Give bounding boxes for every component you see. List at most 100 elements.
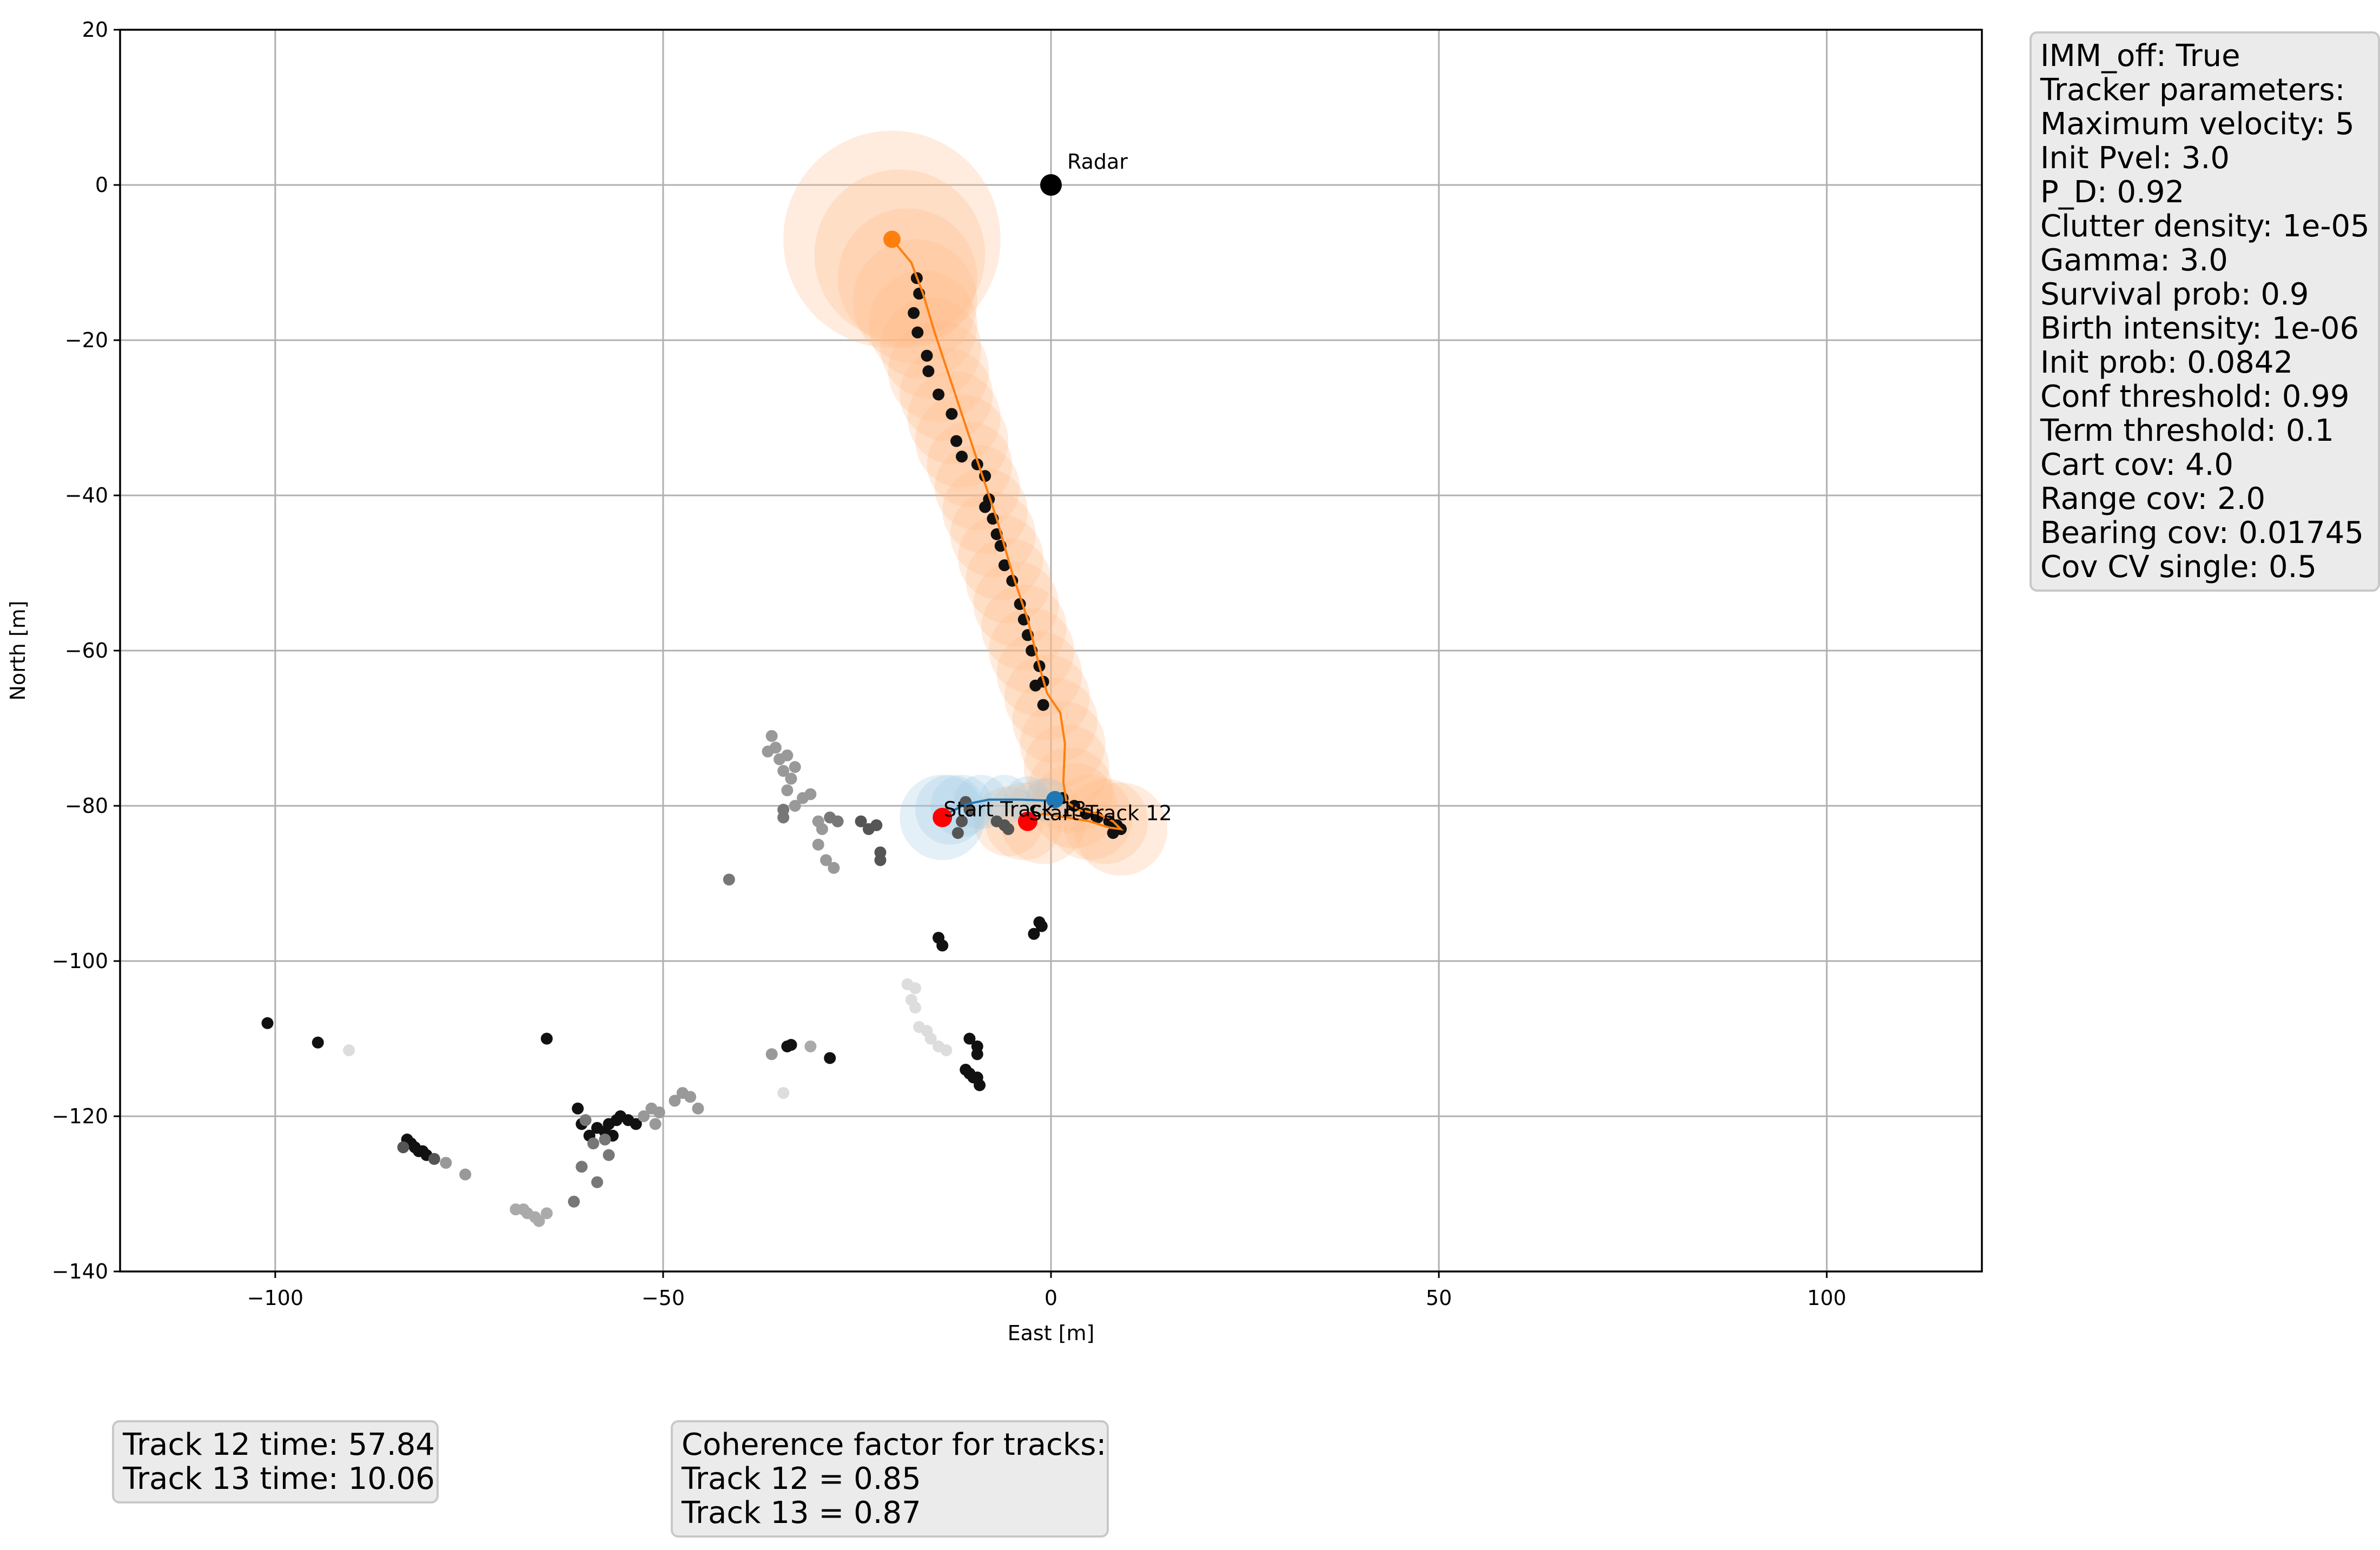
detection-point	[922, 365, 935, 377]
y-tick-label: −140	[52, 1260, 108, 1283]
y-tick-label: 20	[82, 18, 108, 42]
detection-point	[591, 1176, 604, 1188]
track-12-covariance-ellipse	[1012, 678, 1098, 764]
track-12-covariance-ellipse	[934, 445, 1020, 531]
detection-point	[831, 815, 844, 827]
radar-marker	[1040, 174, 1062, 196]
detection-point	[874, 854, 887, 866]
y-tick-label: −120	[52, 1104, 108, 1128]
detection-point	[824, 1052, 836, 1064]
x-ticks: −100 −50 0 50 100	[247, 1271, 1847, 1310]
detection-point	[789, 761, 801, 773]
track-13-covariance-ellipse	[915, 774, 986, 845]
track-13-end-marker	[1046, 791, 1064, 809]
y-ticks: 20 0 −20 −40 −60 −80 −100 −120 −140	[52, 18, 120, 1283]
detection-point	[936, 939, 949, 952]
detection-point	[630, 1118, 642, 1130]
parameter-line: Tracker parameters:	[2040, 72, 2345, 108]
detection-point	[669, 1095, 681, 1107]
track-12-covariance-ellipse	[853, 239, 977, 363]
parameter-line: Clutter density: 1e-05	[2040, 209, 2370, 244]
track-12-covariance-ellipse	[888, 321, 989, 422]
detection-point	[397, 1141, 409, 1154]
detection-point	[599, 1134, 611, 1146]
track-12-covariance-ellipse	[996, 631, 1082, 717]
parameter-line: P_D: 0.92	[2040, 175, 2185, 210]
y-axis-label: North [m]	[6, 600, 30, 700]
detection-point	[540, 1032, 553, 1045]
detection-point	[908, 307, 920, 319]
detection-point	[816, 823, 828, 836]
track-12-covariance-ellipse	[837, 208, 977, 348]
detection-point	[963, 1032, 976, 1045]
detection-point	[781, 784, 794, 797]
track-12-covariance-ellipse	[1020, 701, 1106, 787]
detection-point	[312, 1036, 324, 1049]
track-markers	[883, 230, 1064, 831]
detection-point	[576, 1161, 588, 1173]
detection-point	[855, 815, 867, 827]
x-tick-label: 50	[1426, 1286, 1452, 1310]
detection-point	[1029, 679, 1042, 692]
detection-point	[979, 501, 991, 513]
detection-point	[956, 815, 968, 827]
track-time-line: Track 13 time: 10.06	[123, 1461, 435, 1496]
detection-point	[1035, 920, 1048, 932]
detection-point	[909, 982, 922, 995]
detection-point	[533, 1215, 545, 1227]
detection-point	[567, 1195, 580, 1208]
detections	[261, 272, 1127, 1227]
coherence-line: Coherence factor for tracks:	[682, 1427, 1107, 1462]
coherence-factor-box: Coherence factor for tracks: Track 12 = 0…	[671, 1420, 1109, 1538]
detection-point	[862, 823, 875, 836]
parameter-line: Birth intensity: 1e-06	[2040, 311, 2359, 346]
parameter-line: Gamma: 3.0	[2040, 243, 2228, 278]
y-tick-label: −80	[65, 794, 108, 818]
x-axis-label: East [m]	[1008, 1321, 1095, 1345]
parameter-line: Cart cov: 4.0	[2040, 447, 2234, 482]
detection-point	[603, 1149, 615, 1161]
detection-point	[804, 788, 817, 800]
detection-point	[1037, 699, 1049, 711]
detection-point	[956, 451, 968, 463]
detection-point	[828, 862, 840, 874]
parameter-line: Survival prob: 0.9	[2040, 277, 2309, 312]
detection-point	[971, 1048, 983, 1061]
detection-point	[933, 388, 945, 401]
track-12-covariance-ellipse	[1023, 724, 1109, 810]
x-tick-label: 0	[1044, 1286, 1057, 1310]
detection-point	[572, 1102, 584, 1115]
detection-point	[540, 1207, 553, 1220]
detection-point	[587, 1137, 599, 1150]
track-12-start-label: Start Track 12	[1029, 802, 1172, 825]
coherence-line: Track 12 = 0.85	[682, 1461, 921, 1496]
track-12-covariance-ellipse	[1004, 654, 1090, 740]
parameter-line: Init prob: 0.0842	[2040, 345, 2293, 380]
detection-point	[579, 1114, 592, 1127]
detection-point	[428, 1152, 440, 1165]
detection-point	[765, 1048, 778, 1061]
y-tick-label: 0	[95, 173, 108, 197]
y-tick-label: −60	[65, 639, 108, 663]
detection-point	[777, 1087, 790, 1099]
detection-point	[777, 765, 790, 777]
track-12-end-marker	[883, 230, 901, 248]
plot-content	[261, 130, 1168, 1227]
radar-label: Radar	[1067, 150, 1128, 174]
detection-point	[921, 349, 933, 362]
parameter-line: IMM_off: True	[2040, 38, 2240, 74]
tracker-parameters-box: IMM_off: True Tracker parameters: Maximum …	[2029, 31, 2380, 592]
x-tick-label: −100	[247, 1286, 303, 1310]
detection-point	[990, 815, 1003, 827]
x-tick-label: 100	[1807, 1286, 1847, 1310]
track-12-covariance-ellipse	[927, 421, 1013, 507]
detection-point	[781, 749, 794, 761]
parameter-line: Cov CV single: 0.5	[2040, 549, 2317, 585]
detection-point	[950, 435, 963, 447]
detection-point	[909, 1002, 922, 1014]
parameter-line: Init Pvel: 3.0	[2040, 141, 2230, 176]
detection-point	[343, 1044, 355, 1057]
detection-point	[261, 1017, 274, 1029]
